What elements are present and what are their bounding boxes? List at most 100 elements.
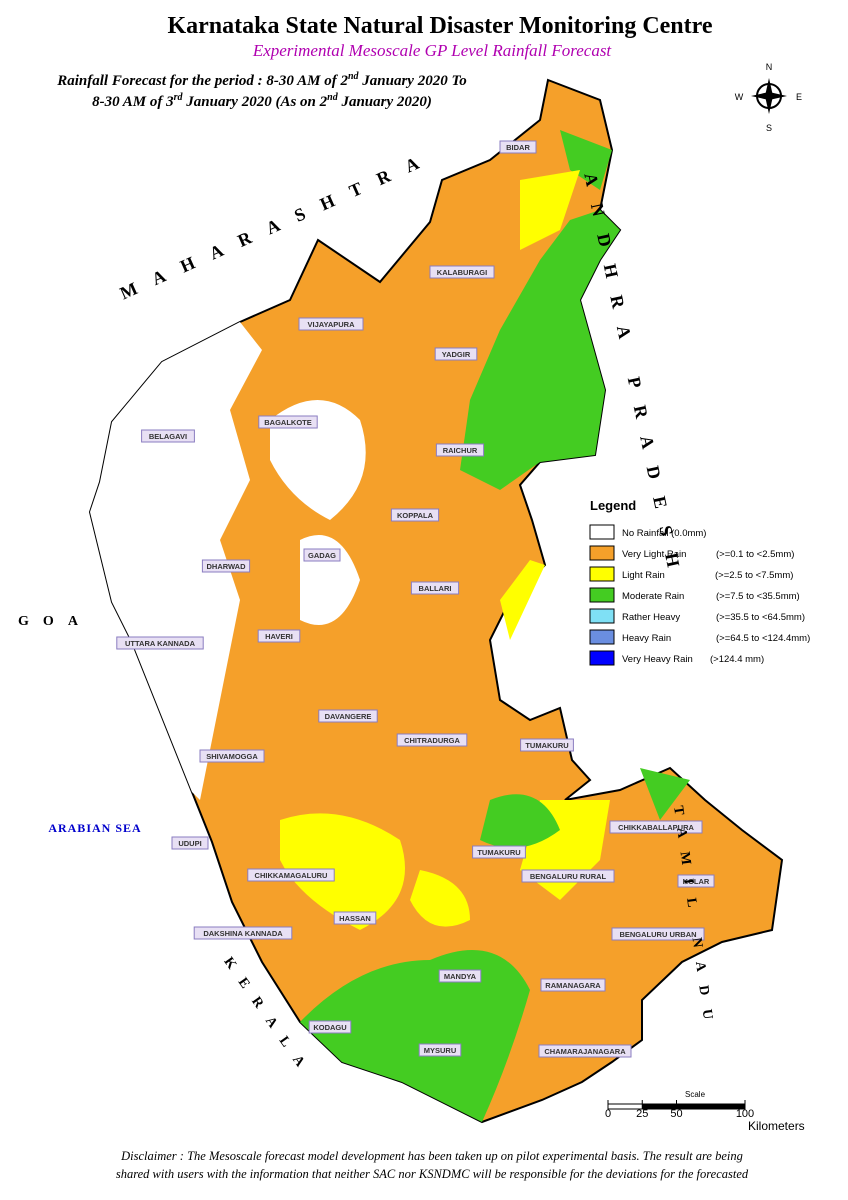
period-part: rd [174,92,184,103]
district-label: HASSAN [339,914,371,923]
compass-n: N [766,62,773,72]
district-label: KALABURAGI [437,268,487,277]
subtitle: Experimental Mesoscale GP Level Rainfall… [252,41,613,60]
district-label: BAGALKOTE [264,418,312,427]
dry-patches [270,400,366,625]
scale-unit: Kilometers [748,1119,805,1133]
compass-w: W [735,92,744,102]
district-label-box [318,709,378,723]
district-label-box [396,733,468,747]
period-part: nd [327,92,339,103]
period-part: 8-30 AM of 3 [92,94,174,110]
legend-label: Heavy Rain [622,633,671,644]
district-label-box [609,820,703,834]
compass: N S E W [735,62,802,133]
legend-swatch [589,566,615,582]
district-label-box [410,581,460,595]
disclaimer: Disclaimer : The Mesoscale forecast mode… [120,1149,743,1163]
district-label-box [499,140,537,154]
district-label: SHIVAMOGGA [206,752,258,761]
neighbor-label: GOA [18,614,92,629]
district-label-box [677,874,715,888]
district-label: RAMANAGARA [545,981,601,990]
legend-range: (>=2.5 to <7.5mm) [715,570,793,581]
district-label-box [438,969,482,983]
period-part: January 2020) [338,94,432,110]
legend-range: (>124.4 mm) [710,654,764,665]
district-label-box [435,443,485,457]
district-label: BENGALURU RURAL [530,872,607,881]
legend-label: Moderate Rain [622,591,684,602]
district-label: BALLARI [419,584,452,593]
legend-swatch [589,629,615,645]
light-rain-east [500,170,610,900]
district-label-box [257,629,301,643]
legend-swatch [589,545,615,561]
legend-range: (>=0.1 to <2.5mm) [716,549,794,560]
district-label-box [308,1020,352,1034]
district-label-box [303,548,341,562]
district-labels: BIDAR KALABURAGI VIJAYAPURA YADGIR BAGALKOTE… [116,140,715,1058]
district-label-box [201,559,251,573]
light-rain-south [280,813,470,930]
period-part: nd [348,71,360,82]
disclaimer: shared with users with the information t… [116,1167,749,1181]
district-label-box [333,911,377,925]
dry-region [90,322,262,800]
district-label: CHITRADURGA [404,736,460,745]
district-label-box [116,636,204,650]
compass-e: E [796,92,802,102]
district-label-box [521,869,615,883]
district-label-box [247,868,335,882]
district-label: RAICHUR [443,446,478,455]
scale-bar-fill [642,1104,677,1109]
period-line: Rainfall Forecast for the period : 8-30 … [56,71,466,89]
district-label-box [520,738,574,752]
district-label: CHIKKAMAGALURU [255,871,328,880]
district-label: DAKSHINA KANNADA [203,929,283,938]
district-label-box [298,317,364,331]
moderate-rain-east [460,130,620,490]
legend-swatch [589,587,615,603]
compass-s: S [766,123,772,133]
district-label: HAVERI [265,632,293,641]
moderate-rain-south [300,768,690,1122]
district-label: CHIKKABALLAPURA [618,823,694,832]
period-part: Rainfall Forecast for the period : 8-30 … [56,73,348,89]
legend-label: No Rainfall (0.0mm) [622,528,706,539]
neighbor-label: ARABIAN SEA [48,821,141,835]
legend-label: Rather Heavy [622,612,680,623]
scale-tick-label: 25 [636,1108,648,1120]
district-label: VIJAYAPURA [308,320,356,329]
district-label: CHAMARAJANAGARA [544,1047,626,1056]
scale-title: Scale [685,1090,706,1099]
district-label-box [193,926,293,940]
legend-swatch [589,608,615,624]
district-label: BIDAR [506,143,530,152]
legend-swatch [589,650,615,666]
district-label-box [611,927,705,941]
district-label: MYSURU [424,1046,457,1055]
district-label-box [538,1044,632,1058]
scale-tick-label: 0 [605,1108,611,1120]
title: Karnataka State Natural Disaster Monitor… [167,13,712,39]
district-label-box [540,978,606,992]
district-label-box [429,265,495,279]
legend-label: Light Rain [622,570,665,581]
legend-label: Very Heavy Rain [622,654,693,665]
district-label-box [171,836,209,850]
district-label: TUMAKURU [525,741,568,750]
scale-tick-label: 100 [736,1108,754,1120]
period-line: 8-30 AM of 3rd January 2020 (As on 2nd J… [92,92,432,110]
district-label: MANDYA [444,972,477,981]
district-label-box [434,347,478,361]
district-label: UTTARA KANNADA [125,639,196,648]
district-label-box [418,1043,462,1057]
scale-tick-label: 50 [670,1108,682,1120]
legend-range: (>=7.5 to <35.5mm) [716,591,800,602]
district-label: KOPPALA [397,511,434,520]
district-label: UDUPI [178,839,201,848]
legend-range: (>=35.5 to <64.5mm) [716,612,805,623]
